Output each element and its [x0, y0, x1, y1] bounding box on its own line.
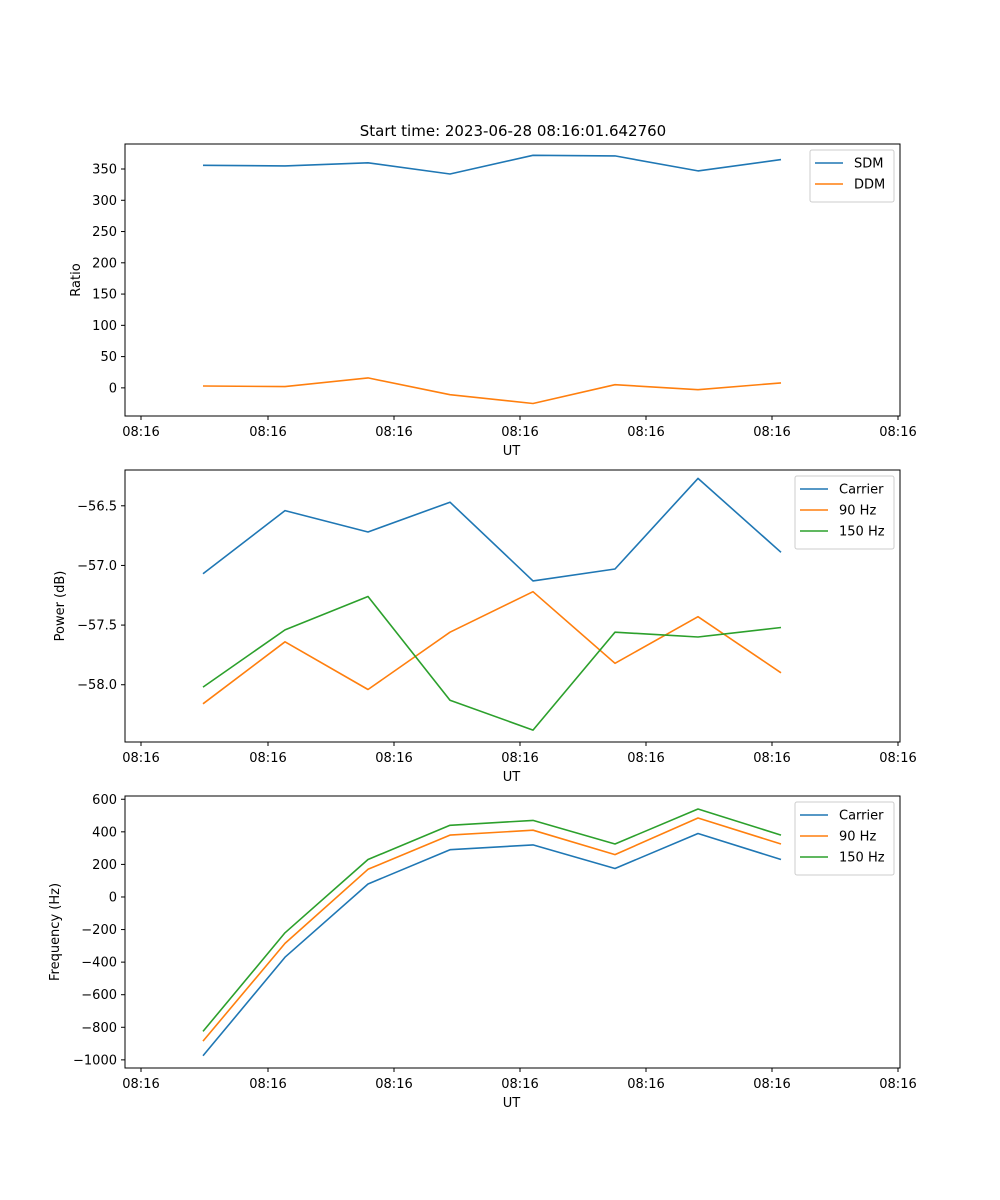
y-axis-label: Frequency (Hz) — [48, 883, 63, 981]
x-tick-label: 08:16 — [753, 751, 790, 766]
y-tick-label: 0 — [109, 381, 117, 396]
y-tick-label: −57.5 — [77, 619, 117, 634]
y-tick-label: 350 — [92, 163, 117, 178]
y-tick-label: 200 — [92, 858, 117, 873]
x-tick-label: 08:16 — [627, 1077, 664, 1092]
panel-3: 08:16 08:16 08:16 08:16 08:16 08:16 08:16 UT −10… — [48, 793, 917, 1111]
x-tick-label: 08:16 — [627, 751, 664, 766]
y-tick-label: 250 — [92, 225, 117, 240]
legend-label: Carrier — [839, 483, 884, 498]
y-tick-label: −600 — [81, 988, 117, 1003]
x-tick-label: 08:16 — [501, 1077, 538, 1092]
y-tick-label: 50 — [100, 350, 117, 365]
x-tick-label: 08:16 — [375, 751, 412, 766]
y-tick-label: 150 — [92, 288, 117, 303]
series-line-carrier — [202, 477, 782, 582]
series-line-90-hz — [202, 817, 782, 1042]
x-tick-label: 08:16 — [122, 425, 159, 440]
y-tick-label: 0 — [109, 890, 117, 905]
x-axis-label: UT — [503, 1096, 521, 1111]
legend-label: SDM — [854, 157, 883, 172]
x-tick-label: 08:16 — [879, 425, 916, 440]
x-tick-label: 08:16 — [879, 1077, 916, 1092]
x-tick-label: 08:16 — [501, 751, 538, 766]
x-tick-label: 08:16 — [122, 1077, 159, 1092]
y-axis-label: Ratio — [69, 263, 84, 296]
x-tick-label: 08:16 — [879, 751, 916, 766]
y-tick-label: −57.0 — [77, 559, 117, 574]
y-tick-label: 100 — [92, 319, 117, 334]
y-tick-label: −800 — [81, 1021, 117, 1036]
y-axis-label: Power (dB) — [53, 571, 68, 642]
panel-2: 08:16 08:16 08:16 08:16 08:16 08:16 08:16 UT −58… — [53, 469, 917, 785]
y-tick-label: −1000 — [73, 1053, 117, 1068]
legend-label: DDM — [854, 178, 885, 193]
x-tick-label: 08:16 — [501, 425, 538, 440]
x-tick-label: 08:16 — [753, 425, 790, 440]
y-tick-label: −200 — [81, 923, 117, 938]
y-tick-label: 200 — [92, 256, 117, 271]
series-line-90-hz — [202, 590, 782, 705]
x-tick-label: 08:16 — [627, 425, 664, 440]
x-tick-label: 08:16 — [753, 1077, 790, 1092]
x-axis-label: UT — [503, 770, 521, 785]
legend-label: 150 Hz — [839, 851, 885, 866]
x-tick-label: 08:16 — [249, 425, 286, 440]
series-line-carrier — [202, 832, 782, 1057]
x-tick-label: 08:16 — [249, 1077, 286, 1092]
x-tick-label: 08:16 — [122, 751, 159, 766]
x-tick-label: 08:16 — [375, 425, 412, 440]
y-tick-label: 600 — [92, 793, 117, 808]
y-tick-label: −58.0 — [77, 678, 117, 693]
x-tick-label: 08:16 — [375, 1077, 412, 1092]
series-line-sdm — [202, 154, 782, 175]
x-axis-label: UT — [503, 444, 521, 459]
axes-frame — [124, 795, 901, 1069]
series-line-ddm — [202, 377, 782, 405]
chart-title: Start time: 2023-06-28 08:16:01.642760 — [360, 122, 666, 140]
panels: 08:16 08:16 08:16 08:16 08:16 08:16 08:16 UT 0 50… — [48, 143, 917, 1111]
y-tick-label: −56.5 — [77, 499, 117, 514]
series-line-150-hz — [202, 595, 782, 731]
panel-1: 08:16 08:16 08:16 08:16 08:16 08:16 08:16 UT 0 50… — [69, 143, 917, 459]
y-tick-label: 300 — [92, 194, 117, 209]
y-tick-label: 400 — [92, 825, 117, 840]
x-tick-label: 08:16 — [249, 751, 286, 766]
legend-label: Carrier — [839, 809, 884, 824]
axes-frame — [124, 469, 901, 743]
legend-label: 90 Hz — [839, 830, 876, 845]
axes-frame — [124, 143, 901, 417]
series-line-150-hz — [202, 808, 782, 1032]
legend-label: 90 Hz — [839, 504, 876, 519]
legend-label: 150 Hz — [839, 525, 885, 540]
y-tick-label: −400 — [81, 956, 117, 971]
